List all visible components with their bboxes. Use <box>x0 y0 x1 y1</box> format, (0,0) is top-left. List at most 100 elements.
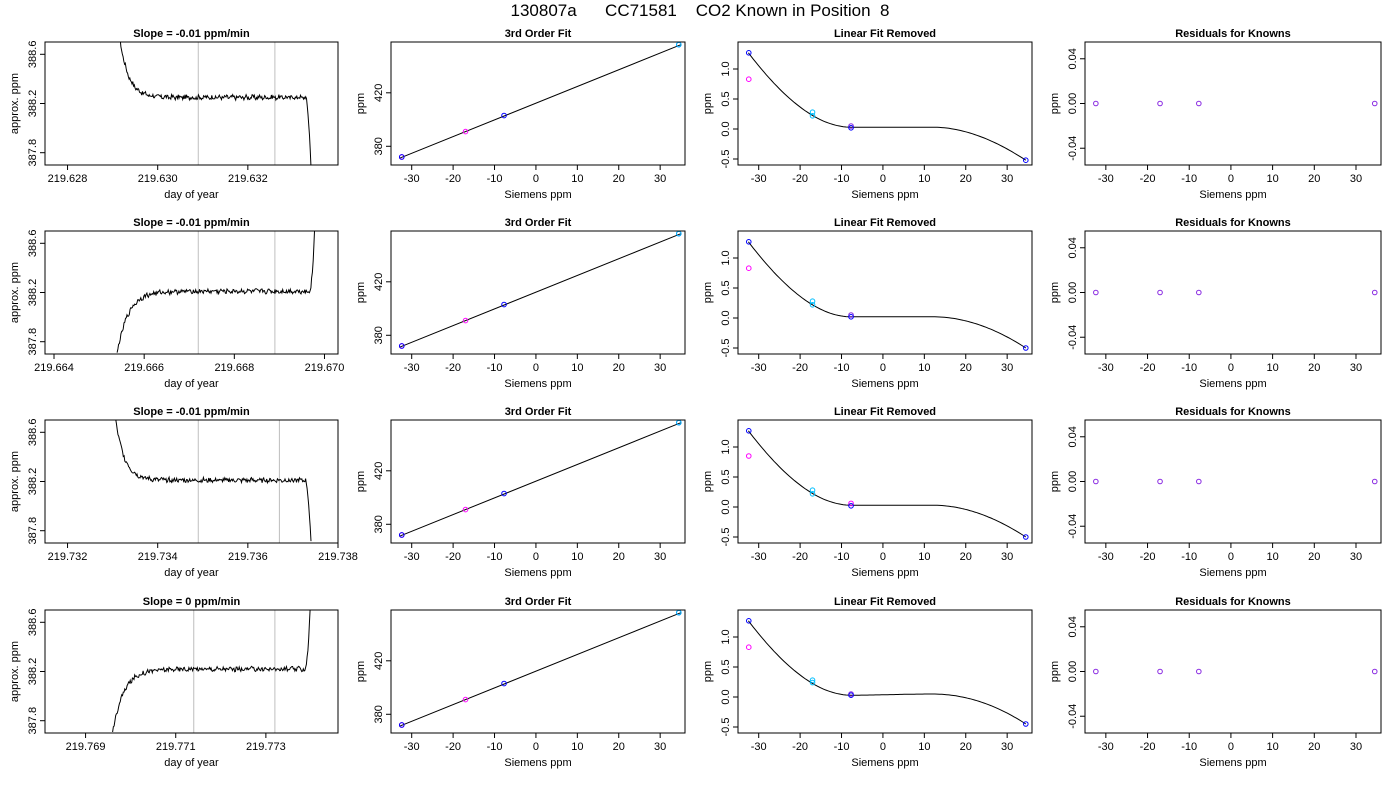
x-tick-label: 219.628 <box>48 173 88 185</box>
data-point <box>848 500 854 507</box>
x-tick-label: -30 <box>1098 362 1114 374</box>
y-tick-label: 420 <box>373 652 385 670</box>
cubic-fit-curve <box>748 620 1027 725</box>
x-axis-label: Siemens ppm <box>851 567 918 579</box>
x-tick-label: 0 <box>880 173 886 185</box>
data-point <box>809 109 816 115</box>
data-point <box>809 298 816 305</box>
x-tick-label: 30 <box>654 173 666 185</box>
x-tick-label: 10 <box>571 362 583 374</box>
x-tick-label: -10 <box>1181 362 1197 374</box>
x-tick-label: 0 <box>880 551 886 563</box>
y-tick-label: 1.0 <box>720 61 732 76</box>
x-axis-label: day of year <box>164 378 219 390</box>
x-tick-label: 10 <box>571 173 583 185</box>
plot-frame <box>44 609 339 734</box>
x-tick-label: 30 <box>1001 362 1013 374</box>
panel-title: 3rd Order Fit <box>505 28 572 40</box>
panel-title: 3rd Order Fit <box>505 217 572 229</box>
x-tick-label: 219.632 <box>228 173 268 185</box>
y-axis-label: ppm <box>702 282 714 303</box>
fit-line <box>399 612 682 727</box>
y-tick-label: 387.8 <box>27 517 39 545</box>
data-point <box>501 680 507 687</box>
x-tick-label: -30 <box>1098 741 1114 753</box>
x-tick-label: 30 <box>1350 362 1362 374</box>
data-point <box>745 644 752 651</box>
y-tick-label: 0.00 <box>1067 471 1079 492</box>
x-tick-label: 219.630 <box>138 173 178 185</box>
data-point <box>809 113 816 119</box>
plot-frame <box>1084 609 1382 734</box>
y-tick-label: 1.0 <box>720 629 732 644</box>
y-axis-label: ppm <box>702 471 714 492</box>
x-axis-label: day of year <box>164 567 219 579</box>
data-point <box>809 677 816 684</box>
data-point <box>501 301 507 308</box>
y-axis-label: approx. ppm <box>9 451 21 512</box>
fit-line <box>399 422 682 537</box>
y-tick-label: 380 <box>373 326 385 344</box>
panel-linear-row-2: Linear Fit Removed -30 -20 -10 0 10 20 30 -0.5 0.… <box>702 217 1033 390</box>
plot-frame <box>737 230 1033 355</box>
x-axis-label: Siemens ppm <box>504 189 571 201</box>
panel-fit-row-4: 3rd Order Fit -30 -20 -10 0 10 20 30 380 420 Sieme… <box>355 596 686 769</box>
y-tick-label: -0.5 <box>720 718 732 737</box>
cubic-fit-curve <box>748 241 1027 349</box>
plot-frame <box>1084 41 1382 166</box>
x-tick-label: -20 <box>792 741 808 753</box>
data-point <box>809 302 816 308</box>
data-point <box>1157 478 1163 485</box>
x-tick-label: -30 <box>1098 173 1114 185</box>
plot-area <box>119 42 312 165</box>
x-tick-label: 10 <box>918 741 930 753</box>
y-tick-label: 0.04 <box>1067 426 1079 447</box>
y-tick-label: -0.04 <box>1067 325 1079 350</box>
x-tick-label: -20 <box>1140 551 1156 563</box>
analyzer-trace <box>112 610 311 733</box>
y-tick-label: 387.8 <box>27 707 39 735</box>
x-tick-label: 0 <box>533 551 539 563</box>
y-axis-label: approx. ppm <box>9 641 21 702</box>
plot-frame <box>737 609 1033 734</box>
plot-area <box>745 239 1029 351</box>
x-tick-label: 30 <box>654 551 666 563</box>
y-tick-label: 1.0 <box>720 250 732 265</box>
y-tick-label: -0.5 <box>720 150 732 169</box>
x-tick-label: 0 <box>533 741 539 753</box>
x-tick-label: 219.670 <box>305 362 345 374</box>
x-tick-label: -30 <box>404 551 420 563</box>
plot-area <box>398 610 682 728</box>
x-tick-label: -30 <box>751 551 767 563</box>
panel-fit-row-2: 3rd Order Fit -30 -20 -10 0 10 20 30 380 420 Sieme… <box>355 217 686 390</box>
plot-area <box>1093 289 1378 296</box>
x-tick-label: 20 <box>613 173 625 185</box>
y-tick-label: 380 <box>373 515 385 533</box>
x-axis-label: Siemens ppm <box>851 378 918 390</box>
data-point <box>745 265 752 272</box>
panel-title: Slope = -0.01 ppm/min <box>133 28 250 40</box>
data-point <box>1196 100 1202 107</box>
y-tick-label: 0.5 <box>720 280 732 295</box>
y-axis-label: ppm <box>1049 93 1061 114</box>
x-axis-label: Siemens ppm <box>504 378 571 390</box>
panel-linear-row-3: Linear Fit Removed -30 -20 -10 0 10 20 30 -0.5 0.… <box>702 406 1033 579</box>
x-tick-label: 10 <box>571 741 583 753</box>
x-tick-label: -10 <box>834 741 850 753</box>
plot-frame <box>390 230 686 355</box>
panel-title: Linear Fit Removed <box>834 596 936 608</box>
y-tick-label: 0.0 <box>720 499 732 514</box>
x-tick-label: 30 <box>1001 173 1013 185</box>
x-tick-label: -20 <box>792 362 808 374</box>
plot-area <box>1093 478 1378 485</box>
x-tick-label: 30 <box>654 741 666 753</box>
plot-frame <box>737 419 1033 544</box>
y-axis-label: approx. ppm <box>9 73 21 134</box>
plot-frame <box>390 609 686 734</box>
panel-linear-row-1: Linear Fit Removed -30 -20 -10 0 10 20 30 -0.5 0.… <box>702 28 1033 201</box>
x-tick-label: 219.668 <box>214 362 254 374</box>
x-tick-label: 10 <box>1266 741 1278 753</box>
y-axis-label: ppm <box>1049 661 1061 682</box>
x-tick-label: 219.732 <box>48 551 88 563</box>
x-tick-label: 0 <box>880 741 886 753</box>
